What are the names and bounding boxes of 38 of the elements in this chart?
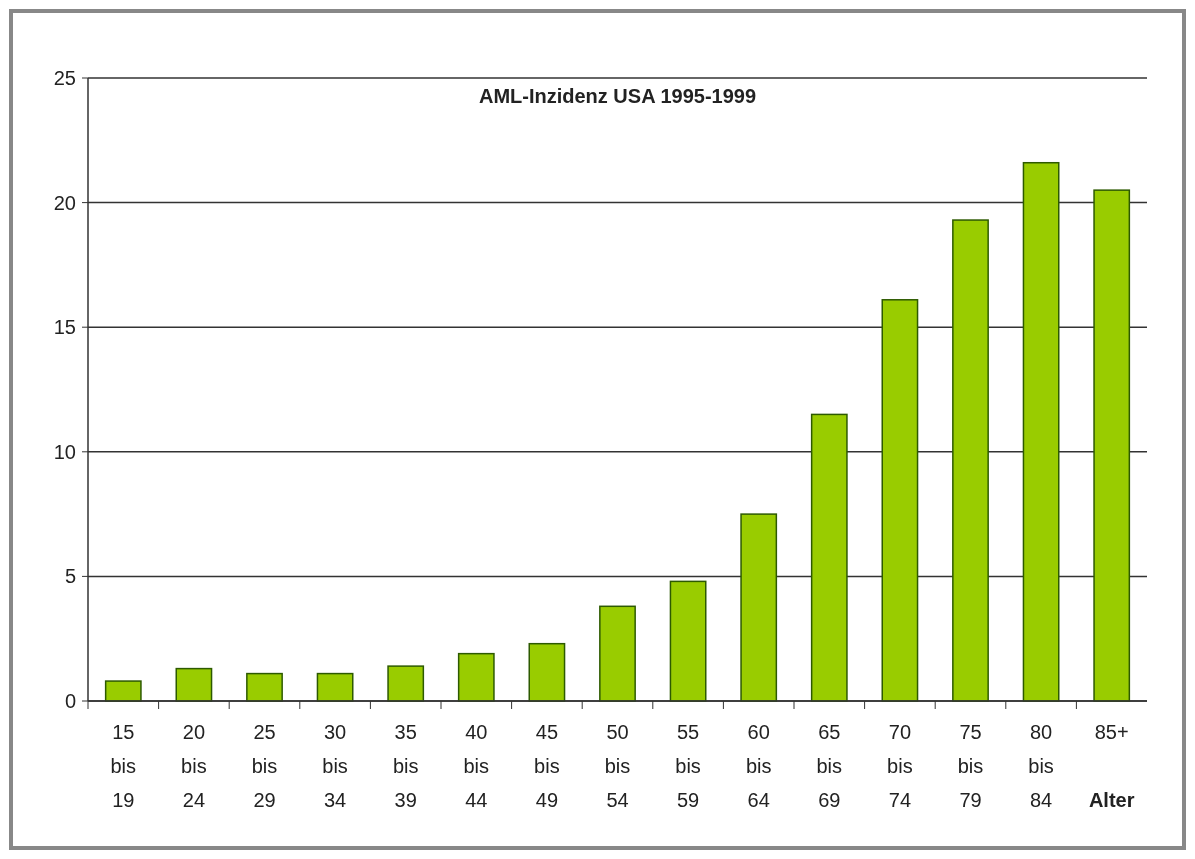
bar (599, 605, 636, 702)
bar (175, 667, 213, 702)
bar (952, 219, 989, 702)
bar (740, 513, 778, 702)
x-tick-label: 85+ (1094, 721, 1129, 743)
y-tick-label: 5 (64, 565, 76, 588)
x-tick-label: 20 bis 24 (181, 721, 207, 811)
y-tick-label: 25 (53, 67, 76, 89)
y-tick-label: 20 (53, 191, 76, 214)
x-tick-label: 15 bis 19 (110, 721, 137, 811)
bar (387, 665, 425, 702)
y-tick-label: 0 (64, 690, 76, 712)
x-tick-label: 75 bis 79 (957, 721, 984, 811)
y-tick-label: 15 (53, 316, 76, 339)
y-tick-label: 10 (53, 440, 76, 463)
x-tick-label: 30 bis 34 (322, 721, 348, 811)
x-tick-label: 35 bis 39 (392, 721, 419, 811)
x-tick-label: 70 bis 74 (887, 721, 913, 811)
x-axis-title: Alter (1088, 789, 1135, 811)
bar (246, 672, 283, 702)
x-tick-label: 25 bis 29 (251, 721, 278, 811)
chart-title: AML-Inzidenz USA 1995-1999 (478, 85, 757, 107)
bar (1093, 189, 1131, 702)
bar (669, 580, 707, 702)
bar (316, 672, 354, 702)
x-tick-label: 45 bis 49 (534, 721, 560, 811)
bar (881, 299, 919, 702)
x-tick-label: 55 bis 59 (675, 721, 701, 811)
bar (457, 652, 495, 702)
x-tick-label: 65 bis 69 (816, 721, 843, 811)
x-tick-label: 40 bis 44 (463, 721, 490, 811)
x-tick-label: 50 bis 54 (604, 721, 631, 811)
x-tick-label: 60 bis 64 (745, 721, 772, 811)
bar (1022, 161, 1060, 702)
bar (528, 642, 566, 702)
bar (810, 413, 848, 702)
bar (104, 680, 142, 702)
x-tick-label: 80 bis 84 (1028, 721, 1054, 811)
